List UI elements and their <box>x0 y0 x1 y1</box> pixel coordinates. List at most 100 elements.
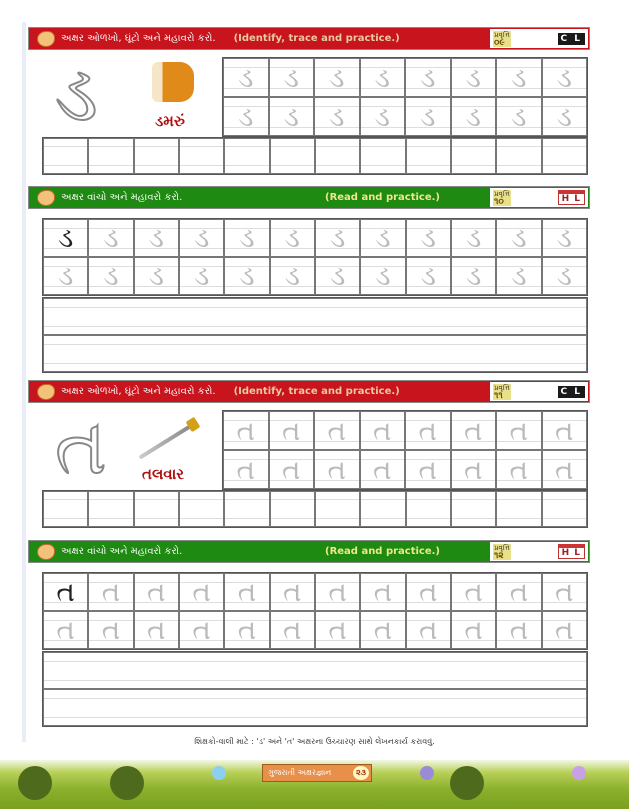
writing-cell[interactable] <box>88 138 134 174</box>
writing-cell[interactable]: ત <box>133 611 179 649</box>
writing-cell[interactable]: ડ <box>178 257 225 295</box>
writing-cell[interactable] <box>405 491 451 527</box>
writing-cell[interactable]: ત <box>268 411 314 450</box>
writing-cell[interactable] <box>224 491 270 527</box>
writing-cell[interactable]: ત <box>405 573 451 611</box>
writing-cell[interactable]: ડ <box>450 257 497 295</box>
writing-cell[interactable]: ત <box>541 411 587 450</box>
writing-cell[interactable]: ત <box>405 611 451 649</box>
writing-cell[interactable]: ડ <box>541 97 587 136</box>
writing-cell[interactable]: ડ <box>88 219 134 257</box>
writing-cell[interactable]: ત <box>450 573 497 611</box>
writing-cell[interactable] <box>224 138 270 174</box>
writing-cell[interactable]: ડ <box>405 97 451 136</box>
writing-cell[interactable]: ત <box>178 611 225 649</box>
writing-cell[interactable]: ડ <box>43 219 89 257</box>
writing-cell[interactable]: ડ <box>314 257 361 295</box>
writing-cell[interactable]: ત <box>314 573 361 611</box>
writing-cell[interactable]: ત <box>314 611 361 649</box>
writing-cell[interactable]: ડ <box>359 58 405 97</box>
writing-cell[interactable]: ડ <box>314 219 361 257</box>
writing-cell[interactable] <box>178 138 225 174</box>
writing-cell[interactable] <box>314 491 361 527</box>
writing-cell[interactable] <box>43 335 587 372</box>
writing-cell[interactable]: ત <box>450 450 496 489</box>
writing-cell[interactable]: ડ <box>359 97 405 136</box>
writing-cell[interactable] <box>314 138 361 174</box>
writing-cell[interactable] <box>43 491 89 527</box>
writing-cell[interactable]: ડ <box>178 219 225 257</box>
writing-cell[interactable] <box>43 138 89 174</box>
writing-cell[interactable]: ડ <box>224 257 270 295</box>
writing-cell[interactable] <box>88 491 134 527</box>
writing-cell[interactable]: ડ <box>43 257 89 295</box>
writing-cell[interactable]: ડ <box>360 257 406 295</box>
writing-cell[interactable]: ત <box>178 573 225 611</box>
writing-cell[interactable]: ત <box>269 573 315 611</box>
writing-cell[interactable] <box>541 138 587 174</box>
writing-cell[interactable]: ડ <box>269 257 315 295</box>
writing-cell[interactable]: ત <box>405 411 451 450</box>
writing-cell[interactable]: ત <box>88 611 134 649</box>
writing-cell[interactable] <box>360 138 406 174</box>
writing-cell[interactable] <box>541 491 587 527</box>
writing-cell[interactable]: ત <box>496 573 542 611</box>
writing-cell[interactable]: ત <box>359 411 405 450</box>
writing-cell[interactable]: ડ <box>269 219 315 257</box>
writing-cell[interactable] <box>405 138 451 174</box>
writing-cell[interactable]: ત <box>224 611 270 649</box>
writing-cell[interactable]: ત <box>224 573 270 611</box>
writing-cell[interactable] <box>450 491 497 527</box>
writing-cell[interactable]: ડ <box>314 97 360 136</box>
writing-cell[interactable]: ત <box>314 450 360 489</box>
writing-cell[interactable]: ત <box>43 611 89 649</box>
writing-cell[interactable]: ત <box>268 450 314 489</box>
writing-cell[interactable]: ડ <box>223 58 269 97</box>
writing-cell[interactable]: ડ <box>360 219 406 257</box>
writing-cell[interactable]: ડ <box>405 257 451 295</box>
writing-cell[interactable] <box>496 491 542 527</box>
writing-cell[interactable] <box>360 491 406 527</box>
writing-cell[interactable]: ડ <box>405 58 451 97</box>
writing-cell[interactable]: ડ <box>450 97 496 136</box>
writing-cell[interactable]: ડ <box>541 257 587 295</box>
writing-cell[interactable]: ડ <box>268 97 314 136</box>
writing-cell[interactable] <box>43 298 587 335</box>
writing-cell[interactable]: ડ <box>450 219 497 257</box>
writing-cell[interactable] <box>133 491 179 527</box>
writing-cell[interactable]: ડ <box>224 219 270 257</box>
writing-cell[interactable]: ત <box>405 450 451 489</box>
writing-cell[interactable]: ત <box>360 573 406 611</box>
writing-cell[interactable]: ડ <box>496 257 542 295</box>
writing-cell[interactable]: ત <box>541 450 587 489</box>
writing-cell[interactable]: ડ <box>496 219 542 257</box>
writing-cell[interactable]: ડ <box>88 257 134 295</box>
writing-cell[interactable]: ડ <box>314 58 360 97</box>
writing-cell[interactable]: ત <box>269 611 315 649</box>
writing-cell[interactable]: ત <box>359 450 405 489</box>
writing-cell[interactable]: ડ <box>496 97 542 136</box>
writing-cell[interactable]: ડ <box>133 219 179 257</box>
writing-cell[interactable] <box>43 652 587 689</box>
writing-cell[interactable]: ત <box>43 573 89 611</box>
writing-cell[interactable] <box>269 491 315 527</box>
writing-cell[interactable]: ડ <box>450 58 496 97</box>
writing-cell[interactable]: ડ <box>268 58 314 97</box>
writing-cell[interactable]: ડ <box>541 219 587 257</box>
writing-cell[interactable]: ડ <box>496 58 542 97</box>
writing-cell[interactable] <box>133 138 179 174</box>
writing-cell[interactable]: ત <box>541 611 587 649</box>
writing-cell[interactable]: ત <box>496 611 542 649</box>
writing-cell[interactable]: ડ <box>541 58 587 97</box>
writing-cell[interactable]: ડ <box>223 97 269 136</box>
writing-cell[interactable]: ત <box>450 611 497 649</box>
writing-cell[interactable]: ત <box>496 450 542 489</box>
writing-cell[interactable]: ત <box>88 573 134 611</box>
writing-cell[interactable]: ત <box>223 450 269 489</box>
writing-cell[interactable]: ત <box>314 411 360 450</box>
writing-cell[interactable] <box>178 491 225 527</box>
writing-cell[interactable]: ડ <box>405 219 451 257</box>
writing-cell[interactable]: ત <box>496 411 542 450</box>
writing-cell[interactable] <box>43 689 587 726</box>
writing-cell[interactable]: ત <box>360 611 406 649</box>
